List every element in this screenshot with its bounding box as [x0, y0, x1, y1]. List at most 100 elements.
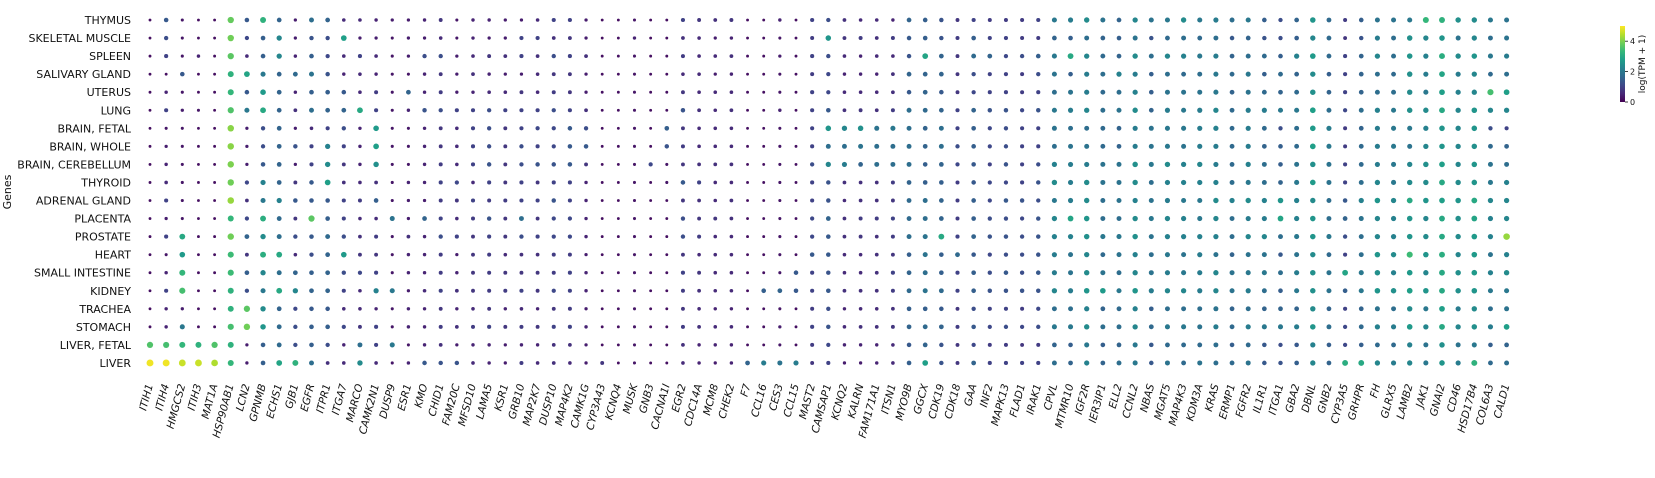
- dot-kidney-itih4: [164, 288, 169, 293]
- dot-prostate-gpnmb: [260, 233, 266, 240]
- dot-spleen-marco: [357, 54, 363, 59]
- dot-small-intestine-cdk19: [939, 270, 944, 276]
- dot-thymus-ces3: [778, 18, 782, 22]
- dot-brain-fetal-ggcx: [922, 125, 928, 131]
- dot-brain-fetal-grhpr: [1358, 125, 1364, 131]
- dot-salivary-gland-f7: [746, 72, 749, 76]
- dot-stomach-cyp3a5: [1342, 324, 1348, 329]
- dot-prostate-ccnl2: [1132, 233, 1138, 240]
- dot-kidney-ell2: [1116, 288, 1122, 294]
- dot-trachea-grhpr: [1358, 306, 1364, 312]
- dot-spleen-dbnl: [1309, 53, 1316, 59]
- dot-placenta-gnai2: [1439, 215, 1445, 222]
- dot-kidney-map2k7: [535, 288, 540, 293]
- dot-liver-kmo: [422, 360, 427, 366]
- dot-liver-itih4: [162, 359, 170, 367]
- dot-brain-fetal-irak1: [1036, 126, 1041, 131]
- dot-small-intestine-cpvl: [1051, 270, 1057, 276]
- dot-thyroid-map4k2: [567, 180, 572, 185]
- dot-stomach-musk: [632, 325, 637, 329]
- dot-lung-map4k2: [567, 108, 572, 113]
- dot-liver-fetal-lamb2: [1407, 342, 1413, 348]
- column-label: ESR1: [396, 383, 415, 412]
- dot-lung-ccnl2: [1132, 107, 1138, 113]
- dot-salivary-gland-mapk13: [1003, 72, 1009, 77]
- dot-stomach-cd46: [1455, 324, 1461, 330]
- dot-lung-egr2: [680, 108, 686, 113]
- dot-thyroid-egr2: [680, 180, 686, 185]
- dot-small-intestine-cald1: [1503, 270, 1510, 276]
- dot-thymus-chek2: [729, 18, 734, 22]
- dot-thymus-ccl16: [762, 18, 766, 22]
- dot-placenta-chek2: [729, 216, 734, 221]
- dot-uterus-camsap1: [826, 90, 831, 95]
- dot-kidney-esr1: [406, 289, 411, 293]
- dot-uterus-fam20c: [455, 90, 459, 94]
- dot-prostate-ccl15: [794, 235, 798, 239]
- dot-liver-fetal-irak1: [1036, 342, 1041, 347]
- dot-trachea-cald1: [1504, 306, 1510, 312]
- dot-kidney-ermp1: [1229, 288, 1235, 294]
- dot-small-intestine-igf2r: [1084, 270, 1090, 276]
- dot-spleen-myo9b: [906, 53, 912, 59]
- dot-stomach-gba2: [1294, 324, 1300, 330]
- dot-heart-cdk19: [939, 252, 944, 257]
- dot-kidney-itga1: [1278, 288, 1283, 294]
- dot-thymus-echs1: [276, 17, 282, 23]
- dot-liver-kras: [1213, 360, 1219, 366]
- dot-placenta-dusp9: [389, 216, 395, 222]
- dot-small-intestine-egfr: [309, 270, 314, 276]
- dot-brain-whole-cyp3a5: [1343, 144, 1348, 149]
- dot-brain-fetal-gba2: [1294, 125, 1300, 131]
- dot-placenta-f7: [746, 217, 749, 220]
- dot-brain-whole-itga7: [341, 144, 346, 149]
- dot-adrenal-gland-inf2: [987, 198, 992, 203]
- dot-thyroid-lama5: [487, 180, 492, 185]
- dot-kidney-lama5: [487, 288, 492, 293]
- dot-placenta-mat1a: [213, 217, 217, 220]
- dot-liver-fetal-marco: [357, 342, 363, 348]
- dot-salivary-gland-cdc14a: [697, 72, 701, 76]
- dot-prostate-mfsd10: [471, 234, 475, 239]
- dot-liver-itih3: [195, 359, 202, 367]
- dot-thymus-musk: [632, 18, 637, 22]
- dot-uterus-flad1: [1020, 90, 1025, 95]
- dot-brain-fetal-kcnq2: [841, 125, 848, 131]
- dot-spleen-echs1: [276, 53, 282, 59]
- dot-adrenal-gland-itih4: [164, 198, 169, 203]
- dot-small-intestine-itga1: [1278, 270, 1283, 276]
- dot-thyroid-cdk19: [939, 180, 944, 185]
- dot-spleen-il1r1: [1261, 53, 1267, 59]
- dot-brain-whole-ggcx: [922, 143, 928, 149]
- dot-lung-col6a3: [1487, 107, 1494, 113]
- dot-spleen-cald1: [1504, 53, 1510, 59]
- dot-heart-gnb3: [649, 253, 653, 257]
- dot-skeletal-muscle-glrx5: [1391, 35, 1397, 41]
- dot-brain-whole-inf2: [987, 144, 992, 149]
- dot-kidney-lcn2: [244, 288, 250, 293]
- dot-thyroid-itsn1: [890, 180, 895, 185]
- dot-lung-itga1: [1277, 107, 1284, 113]
- dot-liver-fetal-dusp10: [551, 343, 556, 347]
- dot-thyroid-esr1: [406, 180, 411, 185]
- dot-liver-grb10: [519, 360, 524, 365]
- dot-brain-fetal-dbnl: [1309, 125, 1316, 132]
- dot-stomach-ccl15: [794, 325, 798, 329]
- dot-liver-fetal-fam171a1: [875, 343, 879, 347]
- row-label: PROSTATE: [75, 231, 131, 244]
- dot-prostate-mat1a: [213, 235, 217, 239]
- dot-skeletal-muscle-flad1: [1020, 36, 1025, 41]
- dot-brain-whole-glrx5: [1391, 143, 1397, 149]
- dot-thymus-cyp3a5: [1343, 18, 1348, 22]
- dot-liver-flad1: [1020, 360, 1025, 366]
- dot-brain-cerebellum-nbas: [1148, 161, 1154, 167]
- dot-adrenal-gland-camsap1: [826, 198, 831, 203]
- dot-brain-whole-itga1: [1278, 144, 1283, 149]
- dot-skeletal-muscle-ksr1: [503, 36, 507, 40]
- dot-heart-fam171a1: [874, 252, 879, 257]
- dot-liver-fetal-mat1a: [211, 341, 218, 349]
- dot-heart-f7: [746, 253, 749, 257]
- dot-salivary-gland-cald1: [1504, 71, 1510, 77]
- dot-heart-chid1: [438, 252, 443, 257]
- dot-uterus-gpnmb: [260, 89, 266, 96]
